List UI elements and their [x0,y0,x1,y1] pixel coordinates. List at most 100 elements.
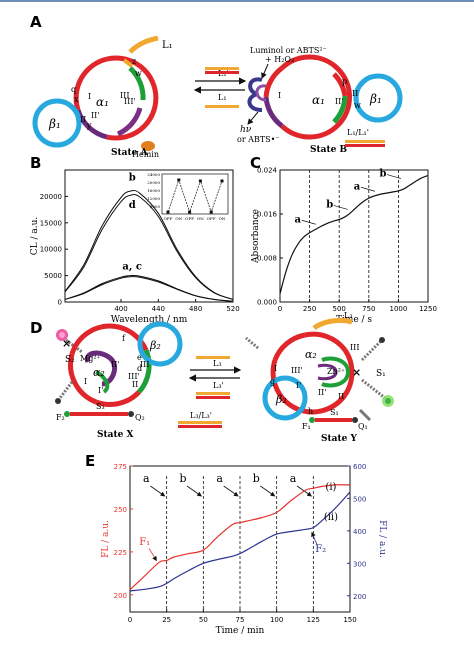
chart-c-seg-label: a [295,214,302,225]
chart-b-xtick-label: 480 [189,305,202,313]
chart-b-xtick-label: 520 [226,305,239,313]
hv-label: hν [240,125,252,135]
chart-b-inset-ytick: 8000 [150,204,161,209]
chart-b-inset-xtick: ON [175,216,182,221]
chart-b-ytick-label: 5000 [44,272,62,280]
product-label: or ABTS•⁻ [237,135,280,144]
chart-b-ytick-label: 15000 [40,219,62,227]
chart-e-seg-arrow [186,485,202,497]
roman-3p-x: III' [128,372,140,381]
chart-b-ytick-label: 0 [58,299,62,307]
chart-b-inset-point [220,179,224,183]
chart-e-xtick-label: 100 [270,616,283,624]
chart-e-curve-i-label: (i) [325,482,336,493]
chart-e-series-f2 [129,491,351,592]
reagent-line1: Luminol or ABTS²⁻ [250,46,327,55]
chart-e-ytick-right-label: 300 [353,560,366,568]
chart-e-seg-label: a [216,472,223,485]
chart-e: 0 25 50 75 100 125 150 200 225 250 275 200 300 400 500… [101,463,387,636]
chart-b-inset-line [167,178,223,214]
roman-1p-x: I' [98,386,103,395]
beta1-label-b: β₁ [369,92,382,106]
state-b-machine: Luminol or ABTS²⁻ + H₂O₂ hν or ABTS•⁻ α₁… [237,46,403,155]
p-label-b: p [342,77,347,86]
chart-c: 0 250 500 750 1000 1250 0.000 0.008 0.016 0.024 Ti… [251,167,437,326]
chart-c-ylabel: Absorbance [251,209,261,264]
chart-b: 400 440 480 520 0 5000 10000 15000 20000 Waveleng… [30,169,240,325]
chart-e-seg-arrow [260,485,276,497]
roman-1p-y: I' [296,381,301,390]
chart-e-ytick-right-label: 600 [353,463,366,471]
chart-e-series-f1 [129,484,351,591]
cross-mark-x: × [62,337,71,350]
panel-b: B 400 440 480 520 0 5000 10000 15000 20000 Wavele… [30,154,240,325]
state-x-machine: α₂ β₂ Mg²⁺ S₂ × f e d III III' II I II' … [55,321,183,440]
chart-e-f2-arrow [311,531,319,547]
roman-2-b: II [352,89,358,98]
beta2-label-x: β₂ [149,339,161,352]
chart-e-xtick-label: 150 [343,616,356,624]
x-label-a: x [74,95,79,104]
chart-b-series-d [64,194,234,300]
state-x-label: State X [97,430,134,440]
alpha1-label-b: α₁ [312,93,325,107]
s3-label: S₃ [96,402,105,411]
arrows-a: L₁' L₁ [193,67,247,108]
chart-c-ytick-label: 0.024 [257,167,278,175]
panel-letter-c: C [250,154,261,172]
chart-e-seg-label: a [143,472,150,485]
cross-mark-y: × [352,366,361,379]
chart-e-ylabel-right: FL / a.u. [377,520,387,558]
chart-e-xtick-label: 25 [162,616,171,624]
panel-letter-b: B [30,154,41,172]
chart-c-xtick-label: 1000 [389,305,407,313]
chart-e-curve-ii-label: (ii) [324,512,338,523]
chart-e-xtick-label: 0 [128,616,132,624]
chart-e-seg-label: b [253,472,260,485]
chart-c-seg-pointer [360,186,376,192]
roman-1-a: I [88,92,91,101]
chart-b-inset-xtick: OFF [164,216,173,221]
chart-b-inset-point [209,210,213,214]
chart-e-f1-arrow [148,548,157,562]
panel-d: D α₂ β₂ Mg²⁺ S₂ × f e d III III' II [30,311,394,444]
chart-c-line [279,174,429,294]
chart-b-xtick-label: 400 [114,305,127,313]
roman-2p-b: II' [335,97,344,106]
chart-e-seg-label: a [290,472,297,485]
roman-3-y: III [350,343,359,352]
s2-label: S₂ [65,355,75,365]
chart-e-seg-arrow [223,485,239,497]
chart-e-ytick-left-label: 200 [114,592,127,600]
roman-2-x: II [132,380,138,389]
chart-b-ytick-label: 10000 [40,246,62,254]
q-label-a: q [71,85,76,94]
chart-c-xtick-label: 1250 [419,305,437,313]
chart-b-ylabel: CL / a.u. [30,217,40,256]
chart-e-ytick-left-label: 250 [114,506,127,514]
chart-c-seg-label: b [380,169,387,180]
chart-e-xtick-label: 125 [307,616,320,624]
beta2-label-y: β₂ [275,393,287,406]
panel-a: A Hemin L₁ α₁ β₁ I II II' III III' z w q… [30,13,403,159]
state-y-machine: L₃ α₂ β₂ Zn²⁺ × S₁ I III' II' I' II III [245,311,394,444]
reagent-line2: + H₂O₂ [265,55,294,64]
l3-label: L₃ [344,311,353,320]
chart-c-xtick-label: 0 [278,305,282,313]
z-label-a: z [132,57,136,66]
state-b-label: State B [310,145,348,155]
zn-label: Zn²⁺ [327,367,345,376]
roman-3p-y: III' [291,366,303,375]
state-a-machine: Hemin L₁ α₁ β₁ I II II' III III' z w q x… [32,35,173,159]
chart-c-xlabel: Time / s [336,315,372,325]
chart-c-xtick-label: 750 [362,305,375,313]
panel-letter-e: E [85,452,95,470]
alpha2-label-y: α₂ [305,348,317,361]
q1-label: Q₁ [358,422,368,431]
chart-c-ytick-label: 0.016 [257,211,278,219]
chart-b-ytick-label: 20000 [40,193,62,201]
alpha2-label-x: α₂ [93,366,105,379]
arrow-d-top-label: L₃ [213,359,222,368]
